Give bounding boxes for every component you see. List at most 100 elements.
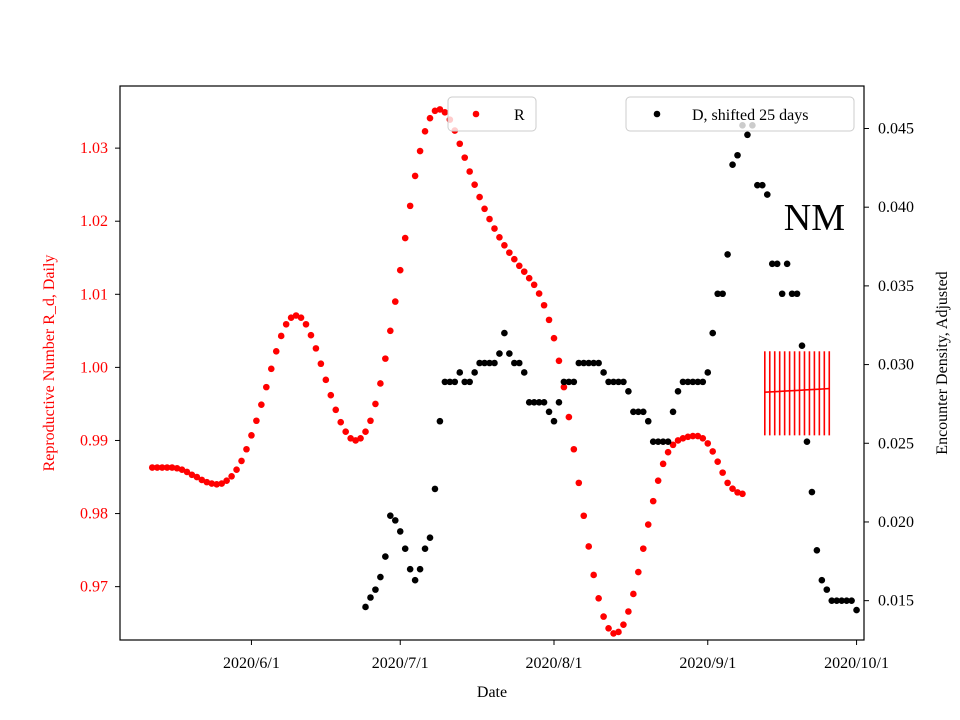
- r-point: [203, 478, 211, 486]
- d-point: [382, 553, 389, 560]
- r-point: [456, 140, 464, 148]
- d-point: [853, 606, 860, 614]
- r-point: [600, 613, 607, 620]
- r-point: [704, 440, 712, 447]
- r-point: [496, 233, 503, 241]
- r-point: [649, 497, 657, 505]
- r-point: [352, 437, 359, 444]
- d-point: [763, 191, 771, 198]
- d-point: [635, 408, 642, 416]
- r-point: [620, 621, 627, 628]
- right-y-tick-label: 0.020: [878, 514, 914, 531]
- d-point: [689, 378, 697, 386]
- d-point: [515, 359, 523, 367]
- d-point: [818, 576, 826, 584]
- r-point: [396, 266, 404, 274]
- r-point: [238, 457, 245, 465]
- r-point: [213, 481, 221, 488]
- r-point: [243, 445, 250, 453]
- d-point: [525, 399, 533, 406]
- right-y-tick-label: 0.015: [878, 593, 914, 610]
- r-point: [520, 268, 528, 275]
- r-point: [570, 445, 578, 453]
- d-point: [625, 388, 632, 395]
- d-point: [501, 329, 508, 337]
- r-point: [709, 448, 717, 455]
- d-point: [823, 586, 831, 593]
- d-point: [714, 290, 721, 298]
- r-point: [530, 281, 538, 289]
- r-point: [426, 114, 434, 122]
- r-point: [382, 355, 389, 362]
- legend-d-label: D, shifted 25 days: [692, 107, 808, 124]
- r-point: [272, 348, 280, 355]
- r-point: [387, 327, 394, 335]
- r-point: [461, 154, 469, 161]
- d-point: [615, 378, 622, 386]
- r-point: [337, 418, 345, 426]
- d-point: [441, 378, 449, 386]
- d-point: [575, 359, 583, 367]
- right-y-axis: 0.015 0.020 0.025 0.030 0.035 0.040 0.045: [864, 120, 914, 610]
- d-point: [387, 512, 394, 519]
- left-y-tick-label: 1.01: [80, 286, 108, 303]
- r-point: [515, 262, 523, 270]
- r-point: [501, 242, 508, 249]
- r-point: [148, 464, 156, 471]
- r-point: [644, 521, 652, 528]
- r-point: [466, 168, 473, 175]
- r-point: [362, 428, 369, 436]
- d-point: [788, 290, 796, 298]
- left-y-tick-label: 1.02: [80, 213, 108, 230]
- r-point: [669, 441, 677, 449]
- d-point: [659, 438, 667, 445]
- r-point: [377, 380, 384, 387]
- r-point: [734, 489, 741, 496]
- r-point: [332, 406, 340, 414]
- d-point: [481, 359, 488, 367]
- d-point: [580, 359, 588, 367]
- d-point: [560, 378, 568, 386]
- r-point: [421, 128, 429, 135]
- r-point: [357, 434, 364, 442]
- d-point: [451, 378, 459, 386]
- d-point: [431, 485, 439, 493]
- r-point: [580, 512, 588, 520]
- d-series: [362, 122, 860, 614]
- right-y-tick-label: 0.025: [878, 435, 914, 452]
- r-point: [178, 466, 186, 474]
- r-point: [267, 365, 275, 373]
- d-point: [545, 408, 553, 416]
- r-point: [639, 545, 647, 552]
- right-y-tick-label: 0.045: [878, 120, 914, 137]
- r-point: [277, 332, 285, 340]
- r-point: [302, 320, 310, 328]
- d-point: [406, 565, 414, 573]
- r-point: [431, 107, 439, 115]
- d-point: [461, 378, 469, 386]
- right-y-tick-label: 0.030: [878, 357, 914, 374]
- d-point: [436, 417, 444, 425]
- x-tick-label: 2020/8/1: [526, 655, 583, 672]
- d-point: [466, 378, 473, 386]
- legend-r-marker: [472, 110, 480, 118]
- d-point: [476, 359, 483, 367]
- d-point: [377, 573, 384, 581]
- r-point: [327, 391, 335, 399]
- r-point: [153, 464, 161, 471]
- d-point: [396, 528, 404, 535]
- error-bars: [763, 351, 831, 436]
- d-point: [630, 408, 637, 416]
- d-point: [654, 438, 662, 445]
- right-y-axis-label: Encounter Density, Adjusted: [934, 271, 951, 454]
- d-point: [808, 488, 816, 496]
- r-point: [550, 334, 558, 342]
- d-point: [778, 290, 786, 298]
- r-point: [689, 432, 697, 440]
- d-point: [704, 369, 712, 376]
- r-point: [297, 314, 305, 321]
- d-point: [793, 290, 801, 298]
- x-axis-label: Date: [477, 684, 507, 701]
- r-point: [575, 479, 583, 487]
- d-point: [367, 594, 374, 601]
